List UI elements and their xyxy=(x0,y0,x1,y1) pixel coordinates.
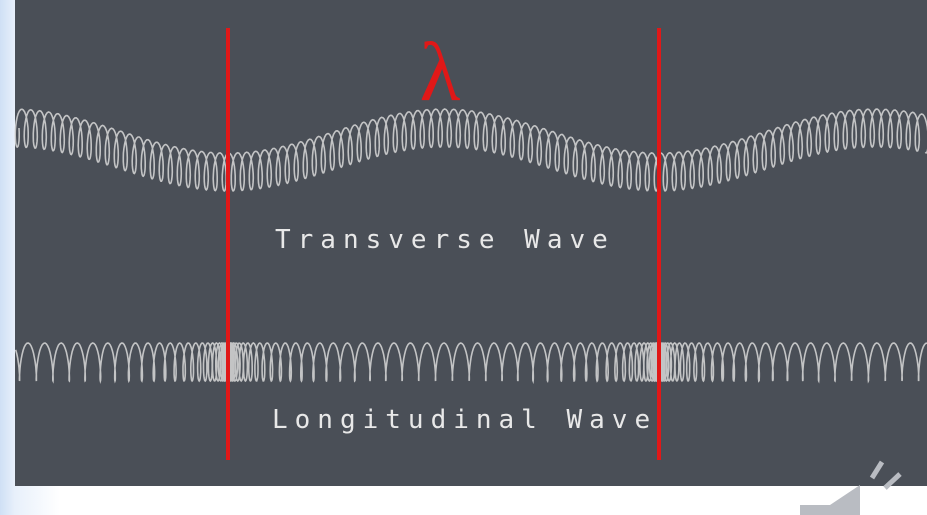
lambda-symbol: λ xyxy=(420,26,461,119)
page: Transverse Wave Longitudinal Wave λ (() … xyxy=(0,0,927,515)
longitudinal-label: Longitudinal Wave xyxy=(272,405,657,435)
scene: Transverse Wave Longitudinal Wave λ xyxy=(0,0,927,515)
transverse-label: Transverse Wave xyxy=(275,225,615,255)
